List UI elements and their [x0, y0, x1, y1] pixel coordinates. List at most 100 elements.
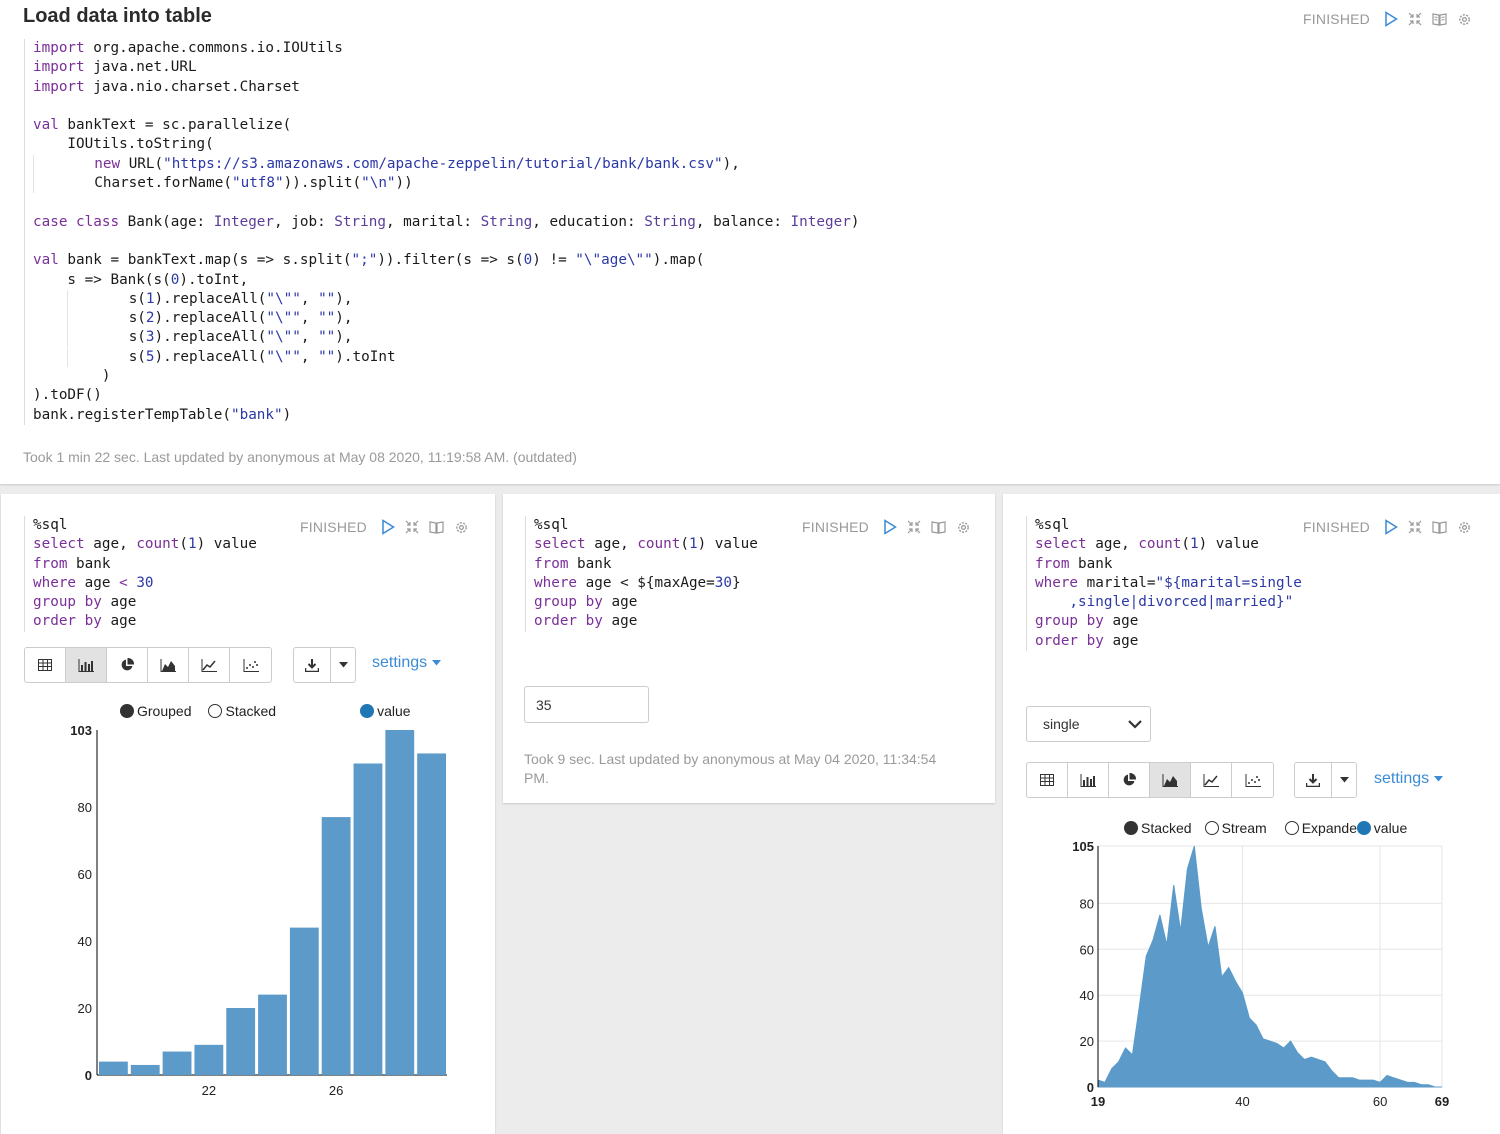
download-dropdown-button[interactable]: [331, 648, 355, 682]
settings-toggle[interactable]: settings: [1374, 770, 1444, 788]
table-view-button[interactable]: [25, 648, 66, 682]
table-view-button[interactable]: [1027, 763, 1068, 797]
code-token: <: [119, 574, 128, 591]
y-tick-label: 20: [1080, 1034, 1094, 1049]
gear-icon[interactable]: [1457, 520, 1472, 535]
code-token: 30: [136, 574, 154, 591]
collapse-icon[interactable]: [1408, 12, 1422, 26]
gear-icon[interactable]: [1457, 12, 1472, 27]
status-label: FINISHED: [802, 519, 869, 535]
area-chart-button[interactable]: [1150, 763, 1191, 797]
scatter-chart-button[interactable]: [1232, 763, 1273, 797]
code-token: ) value: [1198, 536, 1259, 553]
book-icon[interactable]: [931, 520, 946, 534]
paragraph-controls: FINISHED: [1303, 11, 1472, 27]
code-token: import: [33, 78, 85, 95]
download-dropdown-button[interactable]: [1332, 763, 1356, 797]
code-token: group by: [534, 594, 603, 611]
y-tick-label: 80: [78, 800, 92, 815]
code-token: Integer: [213, 213, 275, 230]
code-token: "utf8": [231, 175, 284, 192]
download-button[interactable]: [1295, 763, 1332, 797]
collapse-icon[interactable]: [1408, 520, 1422, 534]
code-editor[interactable]: import org.apache.commons.io.IOUtils imp…: [24, 39, 859, 425]
code-token: where: [1035, 574, 1079, 591]
collapse-icon[interactable]: [405, 520, 419, 534]
code-token: 1: [688, 536, 698, 553]
scatter-chart-button[interactable]: [230, 648, 271, 682]
code-token: s => Bank(s(: [33, 271, 171, 288]
download-group: [293, 647, 356, 683]
marital-select[interactable]: single: [1026, 706, 1151, 742]
code-token: "\"": [266, 329, 301, 346]
gear-icon[interactable]: [956, 520, 971, 535]
stacked-option[interactable]: Stacked: [208, 703, 276, 719]
code-token: "": [318, 310, 336, 327]
code-token: )).filter(s => s(: [377, 252, 524, 269]
gear-icon[interactable]: [454, 520, 469, 535]
bar-chart-button[interactable]: [1068, 763, 1109, 797]
code-token: "\"": [266, 348, 301, 365]
book-icon[interactable]: [1432, 520, 1447, 534]
code-token: "https://s3.amazonaws.com/apache-zeppeli…: [163, 155, 723, 172]
bar: [226, 1008, 256, 1075]
area-chart-button[interactable]: [148, 648, 189, 682]
stream-option[interactable]: Stream: [1204, 820, 1267, 836]
paragraph-title[interactable]: Load data into table: [23, 5, 212, 27]
code-token: val: [33, 117, 59, 134]
code-token: ).replaceAll(: [154, 290, 267, 307]
code-token: bankText = sc.parallelize(: [58, 117, 292, 134]
radio-empty-icon: [208, 704, 223, 718]
code-token: 1: [145, 290, 155, 307]
code-editor[interactable]: %sql select age, count(1) value from ban…: [24, 516, 257, 632]
y-tick-label: 0: [85, 1068, 92, 1083]
code-token: 0: [170, 271, 180, 288]
code-editor[interactable]: %sql select age, count(1) value from ban…: [1026, 516, 1302, 652]
max-age-input[interactable]: 35: [524, 686, 649, 723]
code-token: Charset.forName(: [34, 175, 232, 192]
grouped-option[interactable]: Grouped: [120, 703, 191, 719]
code-token: age,: [84, 536, 137, 553]
download-button[interactable]: [294, 648, 331, 682]
pie-chart-button[interactable]: [107, 648, 148, 682]
x-tick-label: 19: [1091, 1094, 1105, 1109]
legend-value[interactable]: value: [360, 703, 411, 719]
settings-toggle[interactable]: settings: [372, 654, 442, 672]
stacked-option[interactable]: Stacked: [1124, 820, 1192, 836]
pie-chart-icon: [1123, 773, 1136, 786]
bar: [385, 730, 415, 1075]
code-token: where: [534, 574, 578, 591]
bar-chart-button[interactable]: [66, 648, 107, 682]
line-chart-button[interactable]: [189, 648, 230, 682]
book-icon[interactable]: [1432, 12, 1447, 26]
code-token: from: [534, 555, 569, 572]
code-token: age: [602, 594, 638, 611]
collapse-icon[interactable]: [907, 520, 921, 534]
scatter-chart-icon: [243, 658, 259, 672]
code-token: age,: [1086, 536, 1139, 553]
run-icon[interactable]: [1384, 519, 1398, 535]
code-token: val: [33, 252, 59, 269]
expanded-option[interactable]: Expanded: [1284, 820, 1365, 836]
run-icon[interactable]: [883, 519, 897, 535]
paragraph-footer: Took 1 min 22 sec. Last updated by anony…: [23, 449, 577, 465]
code-editor[interactable]: %sql select age, count(1) value from ban…: [525, 516, 758, 632]
code-token: ) value: [697, 536, 758, 553]
visualization-toolbar: [24, 647, 272, 683]
code-token: from: [33, 555, 68, 572]
code-token: bank: [1069, 555, 1113, 572]
y-tick-label: 0: [1087, 1080, 1094, 1095]
book-icon[interactable]: [429, 520, 444, 534]
paragraph-controls: FINISHED: [300, 519, 469, 535]
area-series: [1097, 845, 1442, 1088]
line-chart-button[interactable]: [1191, 763, 1232, 797]
legend-value[interactable]: value: [1356, 820, 1407, 836]
download-group: [1294, 762, 1357, 798]
scatter-chart-icon: [1245, 773, 1261, 787]
run-icon[interactable]: [381, 519, 395, 535]
pie-chart-button[interactable]: [1109, 763, 1150, 797]
status-label: FINISHED: [1303, 11, 1370, 27]
run-icon[interactable]: [1384, 11, 1398, 27]
code-token: age: [602, 613, 638, 630]
indent-guide: [67, 328, 69, 348]
